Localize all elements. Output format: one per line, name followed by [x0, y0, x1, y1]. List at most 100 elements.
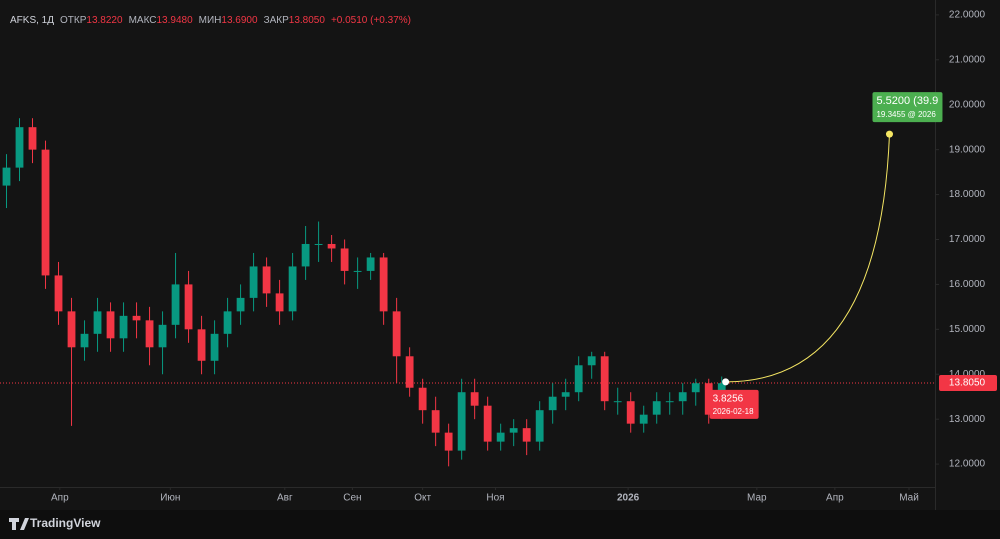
candle-body — [80, 333, 89, 348]
candle-body — [509, 428, 518, 433]
x-tick-label: Мар — [747, 493, 767, 504]
header-label: ЗАКР — [264, 15, 290, 26]
x-tick-label: Авг — [277, 493, 293, 504]
header-label: ОТКР — [60, 15, 87, 26]
y-tick-label: 19.0000 — [949, 144, 986, 155]
candle-body — [665, 401, 674, 403]
forecast-end — [885, 130, 893, 138]
last-price-label: 13.8050 — [949, 378, 986, 389]
candle-body — [132, 315, 141, 321]
candle-body — [483, 405, 492, 442]
y-tick-label: 20.0000 — [949, 99, 986, 110]
candle-body — [548, 396, 557, 411]
candle-body — [15, 127, 24, 168]
candle-body — [691, 383, 700, 393]
candle-body — [106, 311, 115, 339]
candle-body — [145, 320, 154, 348]
candle-body — [600, 356, 609, 402]
header-value: 13.8220 — [86, 15, 123, 26]
x-tick-label: Апр — [51, 493, 69, 504]
x-tick-label: Июн — [160, 493, 180, 504]
candle-body — [197, 329, 206, 361]
candle-body — [2, 167, 11, 186]
candle-body — [470, 392, 479, 406]
candle-body — [171, 284, 180, 325]
candle-body — [262, 266, 271, 294]
candle-body — [587, 356, 596, 366]
y-tick-label: 13.0000 — [949, 414, 986, 425]
candle-body — [366, 257, 375, 271]
candle-body — [223, 311, 232, 334]
candle-body — [340, 248, 349, 271]
y-tick-label: 15.0000 — [949, 324, 986, 335]
y-tick-label: 22.0000 — [949, 10, 986, 21]
x-tick-label: Окт — [414, 493, 431, 504]
candle-body — [353, 270, 362, 272]
candle-body — [535, 410, 544, 442]
forecast-curve — [725, 134, 890, 383]
candle-body — [418, 387, 427, 411]
candle-body — [652, 401, 661, 415]
candle-body — [457, 392, 466, 451]
candle-body — [379, 257, 388, 312]
x-tick-label: Апр — [826, 493, 844, 504]
candle-body — [704, 383, 713, 415]
candle-body — [236, 297, 245, 312]
logo: TradingView — [9, 516, 101, 530]
target-sub: 19.3455 @ 2026 — [876, 110, 936, 119]
candle-body — [574, 365, 583, 393]
target-box — [872, 92, 943, 123]
candle-body — [67, 311, 76, 348]
candle-body — [288, 266, 297, 312]
candle-body — [639, 414, 648, 424]
y-tick-label: 21.0000 — [949, 54, 986, 65]
candle-body — [54, 275, 63, 312]
start-box — [709, 389, 759, 419]
candle-body — [28, 127, 37, 150]
target-label: 5.5200 (39.9 — [876, 95, 938, 107]
candle-body — [392, 311, 401, 357]
x-tick-label: Май — [899, 493, 919, 504]
footer — [0, 510, 1000, 539]
start-label: 3.8256 — [713, 394, 744, 405]
candle-body — [522, 428, 531, 442]
header-label: МИН — [199, 15, 222, 26]
candle-body — [41, 149, 50, 276]
x-tick-label: 2026 — [617, 493, 640, 504]
y-tick-label: 17.0000 — [949, 234, 986, 245]
y-tick-label: 16.0000 — [949, 279, 986, 290]
candle-body — [119, 315, 128, 339]
header: AFKS, 1Д ОТКР13.8220 МАКС13.9480 МИН13.6900… — [10, 15, 411, 26]
y-tick-label: 14.0000 — [949, 369, 986, 380]
ticker: AFKS, 1Д — [10, 15, 54, 26]
y-tick-label: 18.0000 — [949, 189, 986, 200]
x-tick-label: Ноя — [486, 493, 504, 504]
candle-body — [158, 324, 167, 348]
y-tick-label: 12.0000 — [949, 459, 986, 470]
candle-body — [678, 392, 687, 402]
candle-body — [496, 432, 505, 442]
x-tick-label: Сен — [343, 493, 361, 504]
candle-body — [613, 401, 622, 403]
candle-body — [301, 243, 310, 267]
candle-body — [431, 410, 440, 433]
candle-body — [93, 311, 102, 334]
candle-body — [275, 293, 284, 312]
header-value: 13.9480 — [157, 15, 194, 26]
candle-body — [249, 266, 258, 298]
candle-body — [444, 432, 453, 451]
candle-body — [210, 333, 219, 361]
header-label: МАКС — [129, 15, 157, 26]
candle-body — [405, 356, 414, 388]
last-price-box — [939, 375, 997, 392]
brand: TradingView — [30, 516, 101, 530]
header-value: 13.8050 — [289, 15, 326, 26]
candle-body — [561, 392, 570, 397]
candle-body — [327, 243, 336, 249]
candle-body — [314, 243, 323, 245]
start-sub: 2026-02-18 — [713, 407, 754, 416]
logo-icon — [9, 518, 29, 530]
candle-body — [184, 284, 193, 330]
